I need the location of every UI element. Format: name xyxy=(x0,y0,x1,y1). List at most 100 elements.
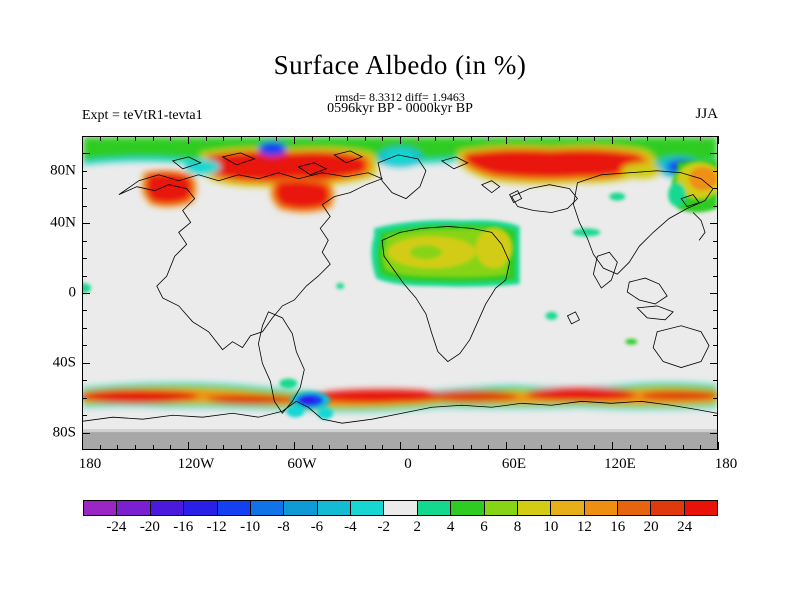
y-tickmark-right xyxy=(713,205,718,207)
x-tickmark-top xyxy=(453,136,454,141)
x-tickmark-top xyxy=(435,136,437,141)
colorbar-swatch-3 xyxy=(183,501,217,515)
x-tickmark-top xyxy=(82,136,83,144)
x-tickmark-top xyxy=(347,136,348,141)
x-tickmark-top xyxy=(205,136,207,141)
x-tickmark-top xyxy=(311,136,313,141)
colorbar-swatch-9 xyxy=(383,501,417,515)
y-tick-0: 0 xyxy=(68,284,77,301)
x-tickmark-bottom xyxy=(612,442,613,450)
y-tickmark-left xyxy=(82,397,87,399)
x-tickmark-bottom xyxy=(435,445,437,450)
x-tickmark-top xyxy=(576,136,578,141)
y-tickmark-right xyxy=(710,432,718,434)
x-tickmark-bottom xyxy=(152,445,154,450)
y-tickmark-left xyxy=(82,170,87,172)
colorbar-swatch-16 xyxy=(617,501,651,515)
x-tick-180w: 180 xyxy=(78,456,102,472)
colorbar-swatch-7 xyxy=(316,501,350,515)
y-tickmark-right xyxy=(713,380,718,382)
x-tickmark-bottom xyxy=(294,442,295,450)
x-tickmark-bottom xyxy=(718,442,719,450)
y-tickmark-right xyxy=(713,327,718,329)
y-tick-80s: 80S xyxy=(52,424,76,441)
anomaly-field-svg xyxy=(83,137,717,449)
colorbar-swatch-14 xyxy=(550,501,584,515)
x-tickmark-bottom xyxy=(541,445,543,450)
x-tickmark-bottom xyxy=(135,445,136,450)
colorbar-tick-neg2: -2 xyxy=(377,519,391,535)
x-tickmark-top xyxy=(506,136,507,144)
x-tickmark-bottom xyxy=(258,445,260,450)
x-tickmark-bottom xyxy=(700,445,702,450)
x-tickmark-top xyxy=(559,136,560,141)
x-tickmark-top xyxy=(417,136,419,141)
colorbar-tick-8: 8 xyxy=(513,519,522,535)
colorbar-tick-6: 6 xyxy=(480,519,488,535)
y-tickmark-right xyxy=(710,223,718,225)
x-tickmark-top xyxy=(329,136,331,141)
x-tickmark-top xyxy=(223,136,225,141)
x-tickmark-bottom xyxy=(594,445,596,450)
colorbar-swatch-18 xyxy=(683,501,718,515)
x-tickmark-bottom xyxy=(665,445,666,450)
x-tickmark-bottom xyxy=(682,445,684,450)
colorbar-swatch-1 xyxy=(116,501,150,515)
colorbar-swatch-13 xyxy=(516,501,551,515)
season-label: JJA xyxy=(695,106,718,122)
y-tickmark-left xyxy=(82,310,87,312)
y-tickmark-right xyxy=(713,345,718,347)
y-tickmark-left xyxy=(82,223,90,225)
x-tickmark-top xyxy=(294,136,295,144)
x-tickmark-bottom xyxy=(99,445,101,450)
rmsd-annotation: rmsd= 8.3312 diff= 1.9463 xyxy=(335,90,465,104)
polar-mask xyxy=(83,431,717,449)
y-tickmark-left xyxy=(82,362,90,364)
colorbar-tick-neg10: -10 xyxy=(240,519,261,535)
x-tickmark-bottom xyxy=(223,445,225,450)
y-tickmark-left xyxy=(82,415,87,417)
x-tickmark-bottom xyxy=(276,445,278,450)
x-tickmark-bottom xyxy=(382,445,384,450)
x-tickmark-bottom xyxy=(559,445,560,450)
x-tickmark-top xyxy=(364,136,366,141)
colorbar-tick-2: 2 xyxy=(413,519,421,535)
x-tickmark-bottom xyxy=(205,445,207,450)
y-tick-80n: 80N xyxy=(50,162,76,179)
x-tick-60e: 60E xyxy=(501,456,527,472)
y-tickmark-right xyxy=(713,275,718,277)
x-tickmark-top xyxy=(682,136,684,141)
y-tickmark-right xyxy=(713,188,718,190)
x-tickmark-bottom xyxy=(576,445,578,450)
x-tickmark-bottom xyxy=(400,442,401,450)
colorbar-tick-20: 20 xyxy=(643,519,659,535)
x-tickmark-bottom xyxy=(364,445,366,450)
colorbar-swatch-11 xyxy=(450,501,484,515)
colorbar xyxy=(83,500,718,516)
x-tickmark-top xyxy=(488,136,490,141)
sahara-positive-region xyxy=(371,220,520,287)
x-tickmark-top xyxy=(276,136,278,141)
y-tickmark-left xyxy=(82,188,87,190)
y-tickmark-right xyxy=(713,397,718,399)
y-tickmark-left xyxy=(82,153,90,155)
y-tick-40n: 40N xyxy=(50,214,76,231)
x-tickmark-top xyxy=(382,136,384,141)
antarctic-peninsula-negative xyxy=(279,378,334,420)
y-tickmark-left xyxy=(82,258,87,260)
x-tickmark-top xyxy=(665,136,666,141)
y-tickmark-right xyxy=(713,170,718,172)
colorbar-tick-10: 10 xyxy=(543,519,559,535)
y-tickmark-right xyxy=(710,153,718,155)
x-tickmark-top xyxy=(523,136,525,141)
colorbar-swatch-0 xyxy=(84,501,117,515)
x-tickmark-top xyxy=(594,136,596,141)
x-tickmark-bottom xyxy=(311,445,313,450)
x-tickmark-top xyxy=(400,136,401,144)
x-tick-120w: 120W xyxy=(177,456,215,472)
period-annotation: 0596kyr BP - 0000kyr BP xyxy=(327,101,473,116)
colorbar-tick-neg24: -24 xyxy=(106,519,127,535)
x-tickmark-top xyxy=(135,136,136,141)
x-tickmark-bottom xyxy=(329,445,331,450)
